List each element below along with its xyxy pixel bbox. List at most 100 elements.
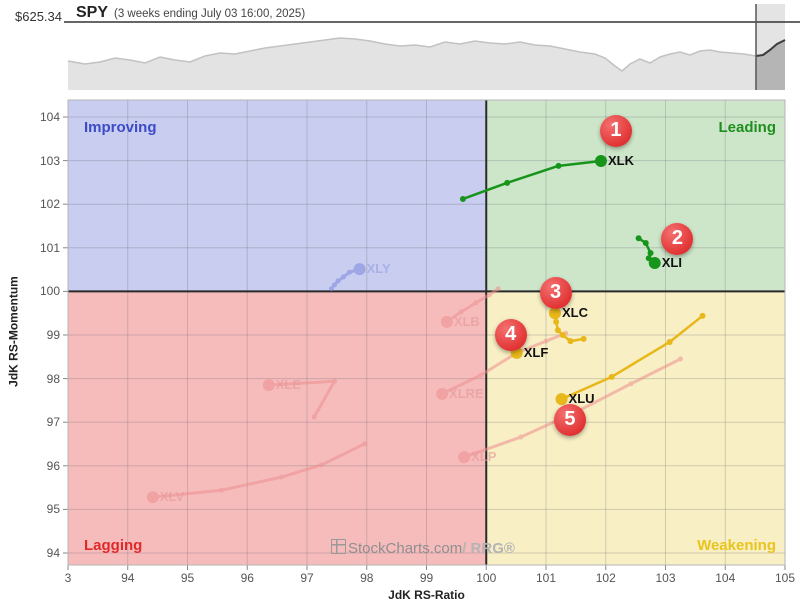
ticker-label-XLF[interactable]: XLF <box>523 344 549 360</box>
trail-dot <box>340 274 346 280</box>
rank-badge-2[interactable]: 2 <box>661 223 694 256</box>
trail-dot <box>504 179 511 186</box>
trail-XLE <box>262 378 337 420</box>
y-tick-label: 94 <box>46 546 60 560</box>
ticker-dot-XLU[interactable] <box>555 393 568 406</box>
x-tick-label: 103 <box>655 571 676 585</box>
ticker-label-XLC[interactable]: XLC <box>561 305 588 321</box>
x-tick-label: 105 <box>774 571 796 585</box>
trail-dot <box>473 300 479 306</box>
ticker-dot-XLE[interactable] <box>262 379 275 392</box>
quadrant-weakening <box>486 291 785 565</box>
x-tick-label: 100 <box>476 571 497 585</box>
trail-dot <box>346 269 352 275</box>
ticker-dot-XLI[interactable] <box>648 257 661 270</box>
x-tick-label: 94 <box>121 571 135 585</box>
ticker-dot-XLV[interactable] <box>146 491 159 504</box>
y-tick-label: 101 <box>39 240 60 255</box>
trail-dot <box>567 338 574 345</box>
rank-badge-5[interactable]: 5 <box>553 404 586 437</box>
ticker-label-XLP[interactable]: XLP <box>471 449 497 465</box>
stockcharts-logo-icon <box>331 539 346 554</box>
trail-dot <box>699 312 706 319</box>
trail-dot <box>580 335 587 342</box>
trail-dot <box>666 338 673 345</box>
trail-XLY <box>328 263 366 292</box>
quadrant-label-improving: Improving <box>84 119 157 136</box>
y-tick-label: 97 <box>46 415 60 430</box>
spy-highlight-area <box>756 40 785 90</box>
trail-dot <box>361 441 367 447</box>
plot-border <box>67 99 786 566</box>
trail-dot <box>647 250 654 257</box>
x-tick-label: 3 <box>64 571 72 585</box>
trail-dot <box>331 378 337 384</box>
spy-period-subtitle: (3 weeks ending July 03 16:00, 2025) <box>114 8 306 20</box>
quadrant-label-leading: Leading <box>718 119 776 136</box>
ticker-label-XLK[interactable]: XLK <box>607 153 634 169</box>
rank-badge-4[interactable]: 4 <box>494 319 527 351</box>
trail-dot <box>677 356 683 362</box>
quadrant-improving <box>68 100 487 292</box>
spy-symbol: SPY <box>76 4 109 21</box>
trail-XLB <box>440 286 501 328</box>
trail-dot <box>318 462 324 468</box>
ticker-label-XLI[interactable]: XLI <box>661 255 682 271</box>
y-tick-label: 99 <box>46 328 60 342</box>
rank-badge-1[interactable]: 1 <box>599 114 632 147</box>
trail-dot <box>543 338 549 344</box>
ticker-label-XLRE[interactable]: XLRE <box>449 385 484 401</box>
trail-XLC <box>548 307 587 345</box>
x-tick-label: 98 <box>360 571 374 585</box>
rank-badge-3[interactable]: 3 <box>539 277 572 310</box>
ticker-dot-XLRE[interactable] <box>436 387 449 400</box>
x-tick-label: 99 <box>419 571 434 585</box>
spy-highlight-line <box>755 39 786 57</box>
quadrant-label-lagging: Lagging <box>84 537 143 554</box>
trail-dot <box>331 282 337 288</box>
x-tick-label: 102 <box>595 571 616 585</box>
trail-dot <box>335 278 341 284</box>
spy-line <box>67 37 757 72</box>
spy-last-price: $625.34 <box>15 9 62 24</box>
trail-dot <box>642 240 649 247</box>
y-tick-label: 95 <box>46 502 60 517</box>
y-tick-label: 96 <box>46 458 60 473</box>
ticker-dot-XLY[interactable] <box>353 263 366 276</box>
trail-dot <box>328 286 334 292</box>
watermark-text: StockCharts.com <box>348 540 463 557</box>
trail-dot <box>559 332 566 338</box>
y-tick-label: 102 <box>39 197 60 212</box>
trail-dot <box>458 309 464 315</box>
ticker-label-XLU[interactable]: XLU <box>568 391 595 407</box>
ticker-dot-XLP[interactable] <box>458 451 471 464</box>
trail-dot <box>478 372 484 378</box>
stockcharts-watermark: StockCharts.com/ RRG® <box>331 538 515 557</box>
trail-XLK <box>459 155 607 202</box>
x-tick-label: 96 <box>240 571 254 585</box>
trail-XLU <box>555 312 706 406</box>
spy-area <box>68 38 785 90</box>
ticker-label-XLE[interactable]: XLE <box>275 377 302 393</box>
y-tick-label: 103 <box>39 153 60 168</box>
quadrant-leading <box>486 100 785 292</box>
trail-dot <box>459 195 466 202</box>
trail-dot <box>278 474 284 480</box>
ticker-dot-XLK[interactable] <box>594 155 607 168</box>
ticker-dot-XLB[interactable] <box>440 315 453 328</box>
y-tick-label: 104 <box>39 110 60 124</box>
trail-dot <box>608 373 615 380</box>
trail-dot <box>219 487 225 493</box>
ticker-label-XLV[interactable]: XLV <box>159 489 185 505</box>
ticker-label-XLY[interactable]: XLY <box>366 261 391 277</box>
x-tick-label: 101 <box>535 571 557 585</box>
quadrant-label-weakening: Weakening <box>697 537 776 554</box>
x-tick-label: 104 <box>715 571 736 585</box>
y-tick-label: 100 <box>39 284 60 299</box>
trail-dot <box>553 318 560 325</box>
x-tick-label: 95 <box>180 571 195 585</box>
ticker-label-XLB[interactable]: XLB <box>453 313 480 329</box>
ticker-dot-XLC[interactable] <box>548 307 561 320</box>
